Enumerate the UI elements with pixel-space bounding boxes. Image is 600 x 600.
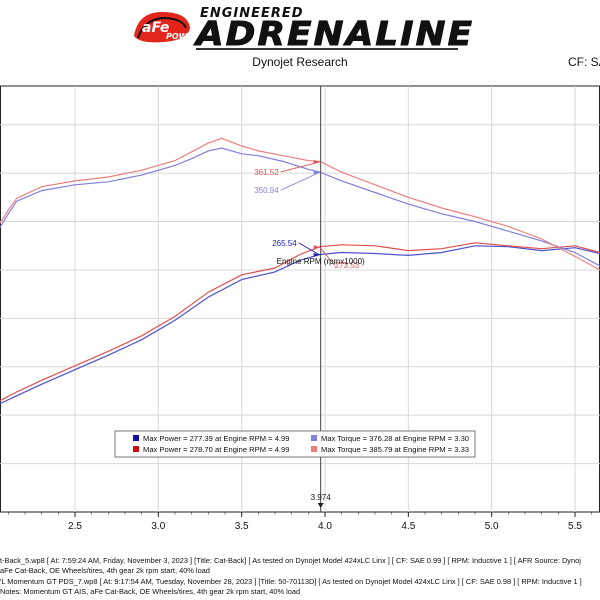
x-tick-label: 3.0 (151, 521, 165, 532)
power-curve (0, 242, 600, 402)
x-axis-label: Engine RPM (rpmx1000) (277, 257, 365, 266)
legend-text: Max Torque = 376.28 at Engine RPM = 3.30 (321, 434, 469, 443)
cursor-marker-icon (317, 503, 324, 508)
torque-curve (0, 137, 600, 271)
cursor-value-labels: 361.52 350.94 265.54 273.53 (254, 159, 360, 270)
afe-power-logo-icon: aFe POWER (134, 12, 196, 43)
brand-subtitle: ENGINEERED (200, 6, 304, 21)
x-tick-label: 3.5 (235, 521, 249, 532)
arrowhead-icon (313, 252, 320, 257)
dyno-chart: 3.974 361.52 350.94 265.54 273.53 Max Power… (0, 85, 600, 532)
legend-swatch (133, 446, 139, 452)
arrowhead-icon (313, 245, 320, 250)
cursor-value-label: 361.52 (254, 168, 279, 177)
x-tick-label: 4.5 (401, 521, 415, 532)
brand-title: ADRENALINE (195, 14, 475, 54)
torque-curve (0, 147, 600, 267)
svg-text:POWER: POWER (166, 32, 196, 41)
brand-underline (196, 48, 458, 50)
legend-swatch (133, 435, 139, 441)
legend-box (114, 430, 476, 458)
legend-text: Max Power = 278.70 at Engine RPM = 4.99 (143, 445, 289, 454)
arrowhead-icon (313, 170, 320, 175)
arrowhead-icon (313, 159, 320, 164)
cursor-arrow (280, 171, 320, 191)
cursor-arrow (280, 161, 320, 173)
company-name: Dynojet Research (252, 55, 348, 69)
chart-series (0, 137, 600, 405)
cursor-value-label: 273.53 (335, 261, 360, 270)
cursor-value: 3.974 (311, 493, 332, 502)
cursor-value-label: 350.94 (254, 186, 279, 195)
run-notes-3: 'L Momentum GT PDS_7.wp8 [ At: 9:17:54 A… (0, 577, 582, 586)
x-tick-label: 2.5 (68, 521, 82, 532)
correction-factor-label: CF: SA (568, 55, 600, 69)
header: aFe POWER ENGINEERED ADRENALINE Dynojet … (0, 0, 600, 80)
legend-swatch (311, 435, 317, 441)
cursor-arrow (298, 242, 320, 256)
run-notes-2: aFe Cat-Back, OE Wheels/tires, 4th gear … (0, 566, 210, 575)
legend-text: Max Torque = 385.79 at Engine RPM = 3.33 (321, 445, 469, 454)
x-tick-label: 5.5 (568, 521, 582, 532)
run-notes-1: t-Back_5.wp8 [ At: 7:59:24 AM, Friday, N… (0, 556, 581, 565)
x-axis: 2.5 3.0 3.5 4.0 4.5 5.0 5.5 Engine RPM (rpmx100… (8, 257, 592, 532)
legend-text: Max Power = 277.39 at Engine RPM = 4.99 (143, 434, 289, 443)
x-tick-label: 4.0 (318, 521, 332, 532)
svg-text:aFe: aFe (142, 20, 169, 36)
power-curve (0, 245, 600, 405)
x-tick-label: 5.0 (485, 521, 499, 532)
chart-legend: Max Power = 277.39 at Engine RPM = 4.99 M… (114, 430, 476, 458)
cursor-value-label: 265.54 (272, 239, 297, 248)
legend-swatch (311, 446, 317, 452)
cursor-arrow (319, 246, 336, 266)
run-notes-4: Notes: Momentum GT AIS, aFe Cat-Back, OE… (0, 587, 301, 596)
